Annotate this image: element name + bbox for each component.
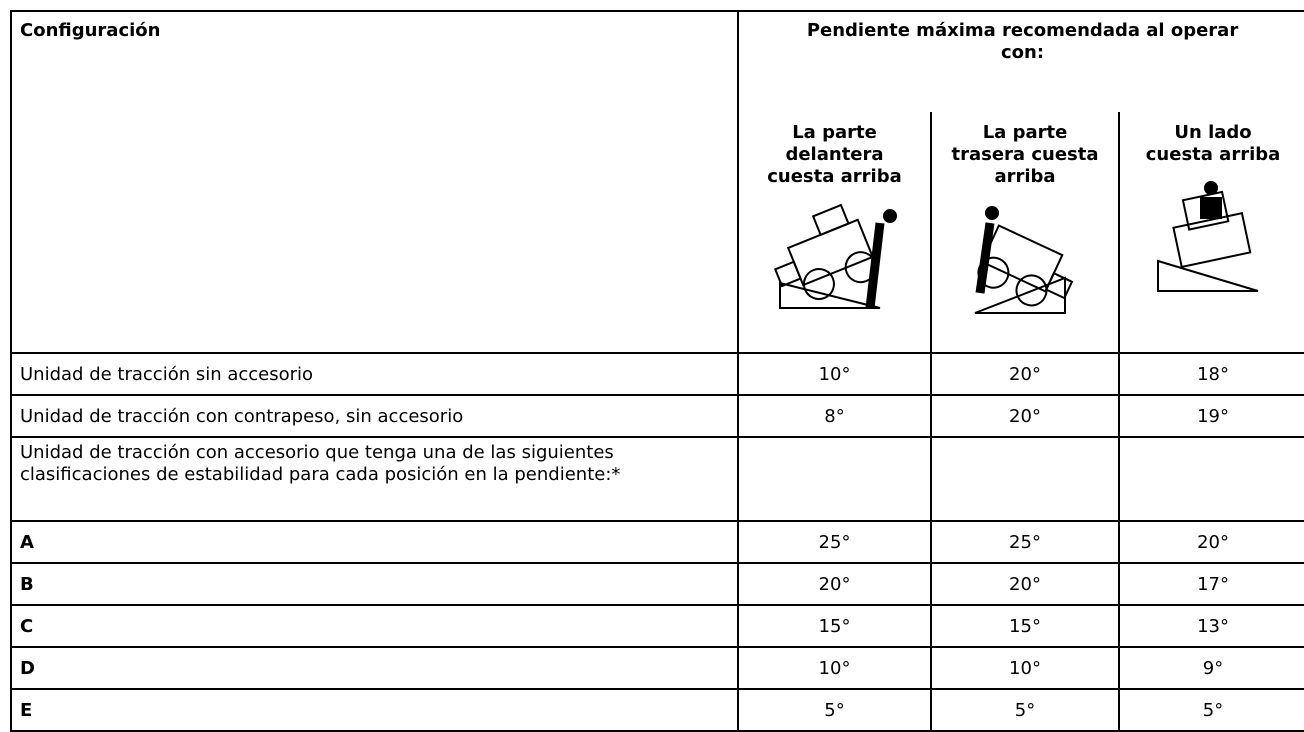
header-group: Pendiente máxima recomendada al operar c… bbox=[736, 10, 1304, 112]
row: Unidad de tracción con contrapeso, sin a… bbox=[10, 394, 1304, 438]
header-column: La parte trasera cuesta arriba bbox=[930, 112, 1120, 354]
cell: 9° bbox=[1117, 646, 1304, 690]
cell: 20° bbox=[737, 562, 932, 606]
header-configuration: Configuración bbox=[10, 10, 739, 354]
header-row: Configuración Pendiente máxima recomenda… bbox=[10, 10, 1304, 354]
slope-table: Configuración Pendiente máxima recomenda… bbox=[10, 10, 1304, 732]
cell: 15° bbox=[737, 604, 932, 648]
cell: 10° bbox=[930, 646, 1120, 690]
cell: 20° bbox=[930, 352, 1120, 396]
icon-side-uphill bbox=[1157, 181, 1259, 292]
cell: A bbox=[10, 520, 739, 564]
cell: 8° bbox=[737, 394, 932, 438]
cell: 20° bbox=[930, 562, 1120, 606]
header-text: La parte trasera cuesta arriba bbox=[951, 122, 1099, 187]
header-text: Configuración bbox=[20, 20, 161, 41]
cell: 5° bbox=[1117, 688, 1304, 732]
cell: 15° bbox=[930, 604, 1120, 648]
header-row: La parte delantera cuesta arriba La part… bbox=[11, 112, 1304, 354]
table-body: Unidad de tracción sin accesorio 10° 20° 18… bbox=[10, 352, 1304, 732]
header-text: Un lado cuesta arriba bbox=[1145, 122, 1281, 165]
icon-rear-uphill bbox=[974, 206, 1074, 314]
header-text: Pendiente máxima recomendada al operar c… bbox=[806, 20, 1239, 63]
cell: 17° bbox=[1117, 562, 1304, 606]
cell: 25° bbox=[930, 520, 1120, 564]
cell: 5° bbox=[737, 688, 932, 732]
header-column: La parte delantera cuesta arriba bbox=[737, 112, 932, 354]
cell: Unidad de tracción sin accesorio bbox=[10, 352, 739, 396]
header-column: Un lado cuesta arriba bbox=[1117, 112, 1304, 354]
class-row: A 25° 25° 20° bbox=[10, 520, 1304, 564]
cell: 5° bbox=[930, 688, 1120, 732]
cell: 19° bbox=[1117, 394, 1304, 438]
cell: Unidad de tracción con contrapeso, sin a… bbox=[10, 394, 739, 438]
cell: C bbox=[10, 604, 739, 648]
cell: 18° bbox=[1117, 352, 1304, 396]
class-row: D 10° 10° 9° bbox=[10, 646, 1304, 690]
class-row: B 20° 20° 17° bbox=[10, 562, 1304, 606]
cell: 10° bbox=[737, 352, 932, 396]
cell: 10° bbox=[737, 646, 932, 690]
icon-front-uphill bbox=[773, 203, 897, 309]
cell: Unidad de tracción con accesorio que ten… bbox=[10, 436, 739, 522]
cell bbox=[737, 436, 932, 522]
row: Unidad de tracción sin accesorio 10° 20° 18… bbox=[10, 352, 1304, 396]
cell: 25° bbox=[737, 520, 932, 564]
cell bbox=[930, 436, 1120, 522]
class-row: C 15° 15° 13° bbox=[10, 604, 1304, 648]
cell: 20° bbox=[1117, 520, 1304, 564]
cell: B bbox=[10, 562, 739, 606]
header-text: La parte delantera cuesta arriba bbox=[767, 122, 902, 187]
cell: E bbox=[10, 688, 739, 732]
cell bbox=[1117, 436, 1304, 522]
class-row: E 5° 5° 5° bbox=[10, 688, 1304, 732]
note-row: Unidad de tracción con accesorio que ten… bbox=[10, 436, 1304, 522]
cell: D bbox=[10, 646, 739, 690]
cell: 13° bbox=[1117, 604, 1304, 648]
cell: 20° bbox=[930, 394, 1120, 438]
